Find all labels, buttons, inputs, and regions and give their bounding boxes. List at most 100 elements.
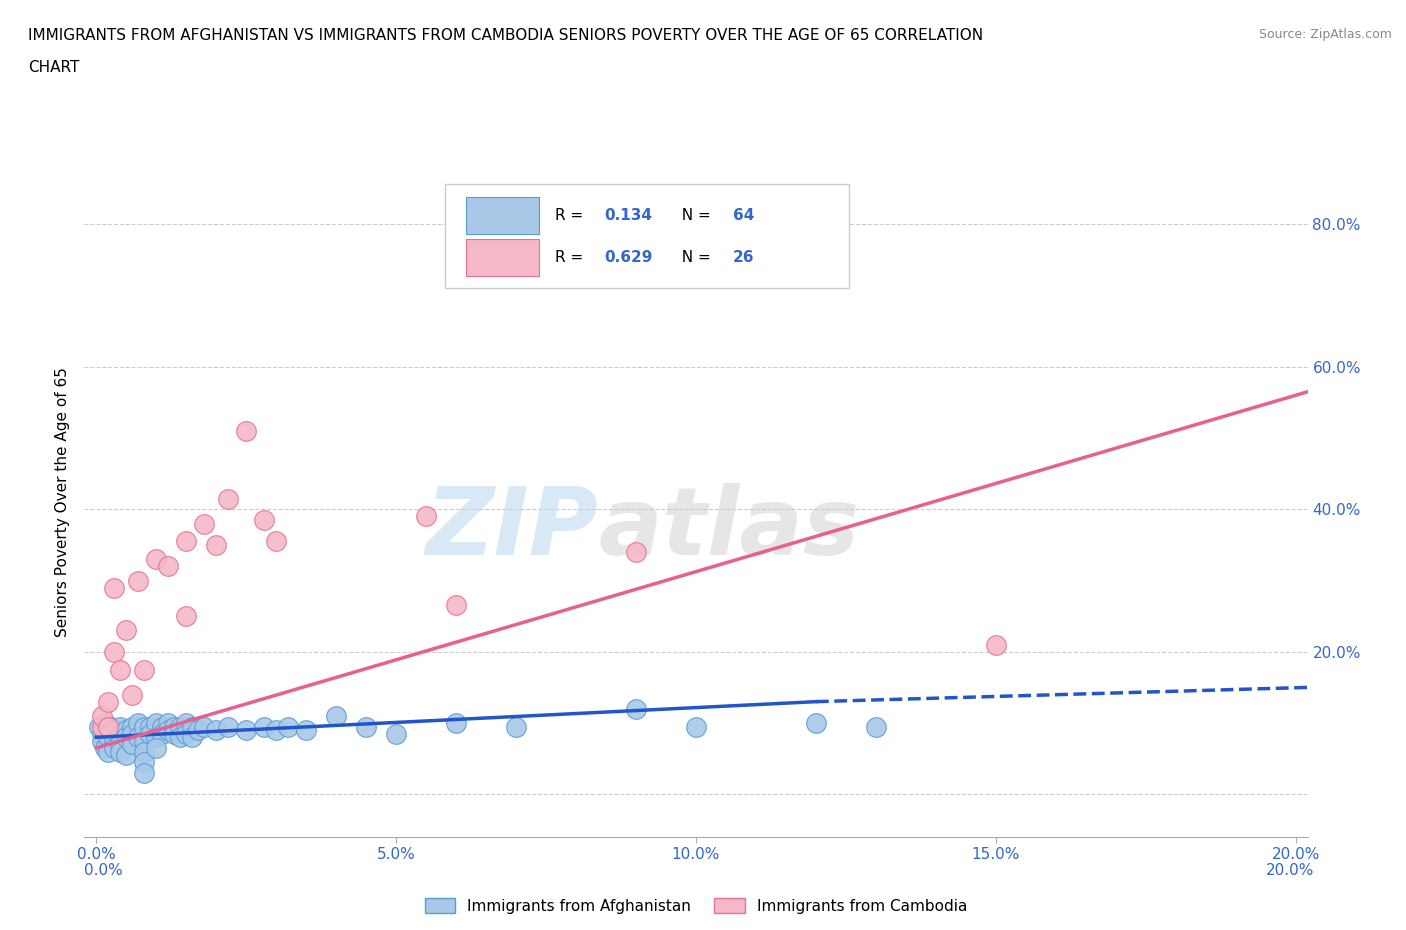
FancyBboxPatch shape	[465, 239, 540, 276]
Point	[385, 726, 408, 741]
Text: IMMIGRANTS FROM AFGHANISTAN VS IMMIGRANTS FROM CAMBODIA SENIORS POVERTY OVER THE: IMMIGRANTS FROM AFGHANISTAN VS IMMIGRANT…	[28, 28, 983, 43]
Point	[145, 730, 167, 745]
Text: atlas: atlas	[598, 483, 859, 575]
Point	[174, 715, 197, 730]
Point	[624, 545, 647, 560]
Point	[110, 737, 132, 751]
Point	[217, 491, 239, 506]
Point	[235, 723, 257, 737]
Point	[253, 719, 276, 734]
Point	[253, 512, 276, 527]
Point	[235, 423, 257, 438]
FancyBboxPatch shape	[446, 184, 849, 288]
Text: ZIP: ZIP	[425, 483, 598, 575]
Point	[217, 719, 239, 734]
Point	[685, 234, 707, 249]
Point	[91, 709, 114, 724]
Point	[205, 538, 228, 552]
Point	[984, 637, 1007, 652]
Point	[145, 715, 167, 730]
Point	[277, 719, 299, 734]
Point	[181, 730, 204, 745]
Point	[174, 726, 197, 741]
Point	[103, 740, 125, 755]
Point	[187, 723, 209, 737]
Point	[174, 534, 197, 549]
Text: N =: N =	[672, 250, 716, 265]
Point	[121, 687, 143, 702]
Point	[97, 719, 120, 734]
Point	[91, 719, 114, 734]
Point	[115, 748, 138, 763]
Point	[127, 730, 149, 745]
Text: 26: 26	[733, 250, 754, 265]
Point	[157, 559, 180, 574]
Point	[264, 723, 287, 737]
Point	[193, 719, 215, 734]
Point	[115, 730, 138, 745]
Point	[150, 726, 173, 741]
Point	[169, 719, 191, 734]
Point	[110, 719, 132, 734]
Point	[134, 719, 156, 734]
Point	[110, 744, 132, 759]
Point	[444, 715, 467, 730]
Point	[205, 723, 228, 737]
Point	[163, 719, 186, 734]
Point	[139, 719, 162, 734]
Point	[415, 509, 437, 524]
Point	[325, 709, 347, 724]
Text: R =: R =	[555, 208, 589, 223]
Point	[145, 740, 167, 755]
Point	[103, 723, 125, 737]
Point	[127, 573, 149, 588]
Point	[505, 719, 527, 734]
Point	[97, 744, 120, 759]
Point	[134, 765, 156, 780]
Point	[110, 730, 132, 745]
Point	[169, 730, 191, 745]
Point	[121, 719, 143, 734]
Point	[121, 726, 143, 741]
Point	[103, 644, 125, 659]
Text: 0.0%: 0.0%	[84, 863, 124, 878]
Point	[94, 740, 117, 755]
Point	[100, 719, 122, 734]
Text: 0.134: 0.134	[605, 208, 652, 223]
Legend: Immigrants from Afghanistan, Immigrants from Cambodia: Immigrants from Afghanistan, Immigrants …	[419, 892, 973, 920]
FancyBboxPatch shape	[465, 197, 540, 234]
Point	[145, 551, 167, 566]
Point	[174, 609, 197, 624]
Point	[134, 755, 156, 770]
Point	[89, 719, 111, 734]
Point	[264, 534, 287, 549]
Point	[110, 662, 132, 677]
Text: R =: R =	[555, 250, 589, 265]
Point	[127, 715, 149, 730]
Point	[94, 715, 117, 730]
Point	[91, 726, 114, 741]
Point	[444, 598, 467, 613]
Point	[134, 744, 156, 759]
Point	[121, 737, 143, 751]
Point	[865, 719, 887, 734]
Point	[193, 516, 215, 531]
Point	[157, 715, 180, 730]
Point	[97, 730, 120, 745]
Point	[354, 719, 377, 734]
Point	[134, 662, 156, 677]
Point	[97, 726, 120, 741]
Point	[103, 580, 125, 595]
Point	[150, 719, 173, 734]
Point	[91, 734, 114, 749]
Point	[624, 701, 647, 716]
Point	[157, 723, 180, 737]
Y-axis label: Seniors Poverty Over the Age of 65: Seniors Poverty Over the Age of 65	[55, 367, 70, 637]
Point	[115, 623, 138, 638]
Text: 0.629: 0.629	[605, 250, 652, 265]
Text: 64: 64	[733, 208, 754, 223]
Point	[134, 734, 156, 749]
Text: CHART: CHART	[28, 60, 80, 75]
Text: N =: N =	[672, 208, 716, 223]
Point	[139, 726, 162, 741]
